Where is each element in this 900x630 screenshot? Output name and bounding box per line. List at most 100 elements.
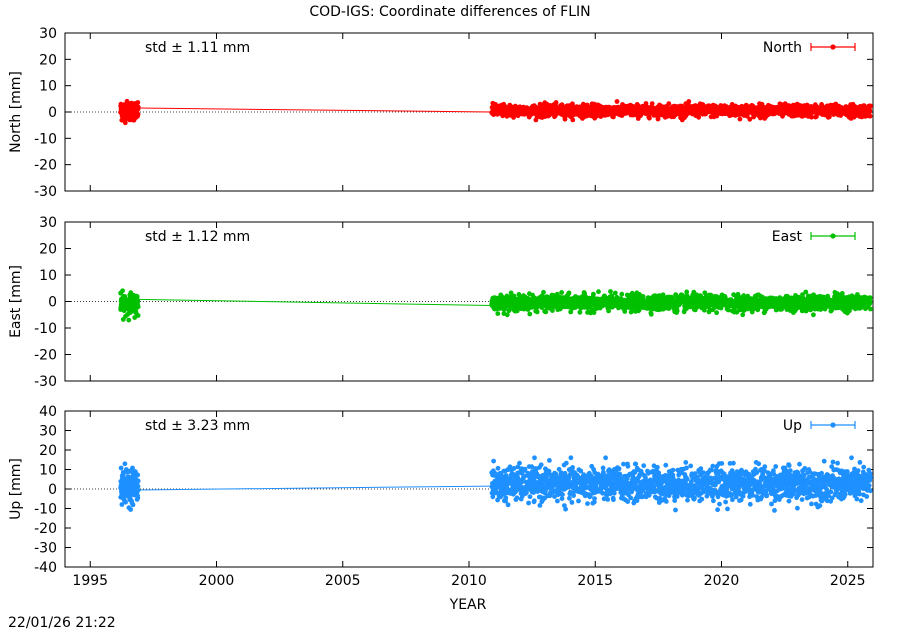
north-point xyxy=(867,113,873,119)
east-legend-label: East xyxy=(772,229,803,245)
xtick-label: 2000 xyxy=(199,573,235,589)
north-point xyxy=(649,101,655,106)
up-ytick-label: -10 xyxy=(34,502,57,518)
up-point xyxy=(592,496,597,501)
north-point xyxy=(570,117,576,123)
up-point xyxy=(546,468,552,474)
up-point xyxy=(503,495,509,501)
up-point xyxy=(522,466,528,472)
up-ytick-label: 10 xyxy=(39,463,57,479)
north-std-label: std ± 1.11 mm xyxy=(145,40,250,56)
east-point xyxy=(559,290,564,295)
east-point xyxy=(596,289,601,295)
north-point xyxy=(655,116,661,122)
xtick-label: 2015 xyxy=(577,573,613,589)
east-point xyxy=(714,310,719,316)
north-point xyxy=(868,103,873,109)
east-ytick-label: 20 xyxy=(39,242,57,258)
north-point xyxy=(666,101,672,106)
up-ytick-label: 30 xyxy=(39,424,57,440)
north-point xyxy=(827,114,832,120)
up-point xyxy=(570,465,575,470)
up-point xyxy=(567,495,572,501)
xtick-label: 1995 xyxy=(72,573,108,589)
up-legend-marker xyxy=(830,422,836,428)
east-y-axis-label: East [mm] xyxy=(8,265,24,338)
up-ytick-label: -40 xyxy=(34,560,57,576)
north-legend-label: North xyxy=(763,40,802,56)
up-std-label: std ± 3.23 mm xyxy=(145,418,250,434)
up-point xyxy=(563,460,569,466)
east-point xyxy=(134,294,140,299)
up-point xyxy=(628,495,634,501)
north-point xyxy=(696,114,702,120)
north-point xyxy=(647,115,652,121)
up-ytick-label: 40 xyxy=(39,404,57,420)
up-point xyxy=(625,499,631,504)
east-point xyxy=(135,313,141,318)
up-point xyxy=(568,455,574,461)
up-point xyxy=(491,458,496,464)
east-point xyxy=(577,309,583,315)
north-trend-line xyxy=(138,107,492,113)
east-ytick-label: -20 xyxy=(34,348,57,364)
up-point xyxy=(633,461,639,467)
up-point xyxy=(123,499,128,505)
north-ytick-label: -10 xyxy=(34,131,57,147)
up-point xyxy=(128,507,134,512)
xtick-label: 2005 xyxy=(325,573,361,589)
north-point xyxy=(562,116,568,122)
east-point xyxy=(135,304,141,310)
xtick-label: 2020 xyxy=(704,573,740,589)
up-point xyxy=(569,500,575,505)
up-point xyxy=(495,465,501,471)
up-y-axis-label: Up [mm] xyxy=(8,458,24,520)
up-point xyxy=(616,466,622,472)
north-point xyxy=(614,99,620,104)
east-point xyxy=(612,290,618,296)
up-point xyxy=(135,478,141,484)
north-point xyxy=(594,113,600,119)
up-point xyxy=(611,490,617,496)
east-point xyxy=(674,308,680,314)
up-ytick-label: -20 xyxy=(34,521,57,537)
up-point xyxy=(576,498,581,504)
north-ytick-label: -30 xyxy=(34,184,57,200)
up-point xyxy=(517,460,522,466)
east-point xyxy=(566,290,572,296)
north-point xyxy=(747,116,753,122)
east-point xyxy=(867,299,873,305)
up-point xyxy=(555,498,560,504)
east-legend-marker xyxy=(830,233,836,239)
east-point xyxy=(811,312,816,318)
east-point xyxy=(495,311,501,316)
east-point xyxy=(640,294,646,299)
north-point xyxy=(135,100,141,105)
north-point xyxy=(553,100,559,105)
north-points xyxy=(118,98,873,126)
east-point xyxy=(803,289,809,295)
up-point xyxy=(600,465,606,471)
north-ytick-label: 0 xyxy=(48,105,57,121)
east-point xyxy=(541,289,546,295)
east-point xyxy=(543,309,549,315)
up-point xyxy=(538,462,544,468)
up-point xyxy=(625,463,631,469)
east-point xyxy=(606,308,611,314)
north-point xyxy=(867,107,873,113)
east-std-label: std ± 1.12 mm xyxy=(145,229,250,245)
east-ytick-label: -30 xyxy=(34,374,57,390)
east-point xyxy=(504,312,510,318)
chart-title: COD-IGS: Coordinate differences of FLIN xyxy=(309,4,590,20)
up-ytick-label: 20 xyxy=(39,443,57,459)
up-point xyxy=(526,500,531,506)
north-point xyxy=(737,116,743,122)
up-point xyxy=(605,497,611,502)
north-ytick-label: 20 xyxy=(39,52,57,68)
up-point xyxy=(122,461,128,467)
up-point xyxy=(527,494,533,500)
east-ytick-label: 10 xyxy=(39,268,57,284)
east-points xyxy=(118,288,873,323)
